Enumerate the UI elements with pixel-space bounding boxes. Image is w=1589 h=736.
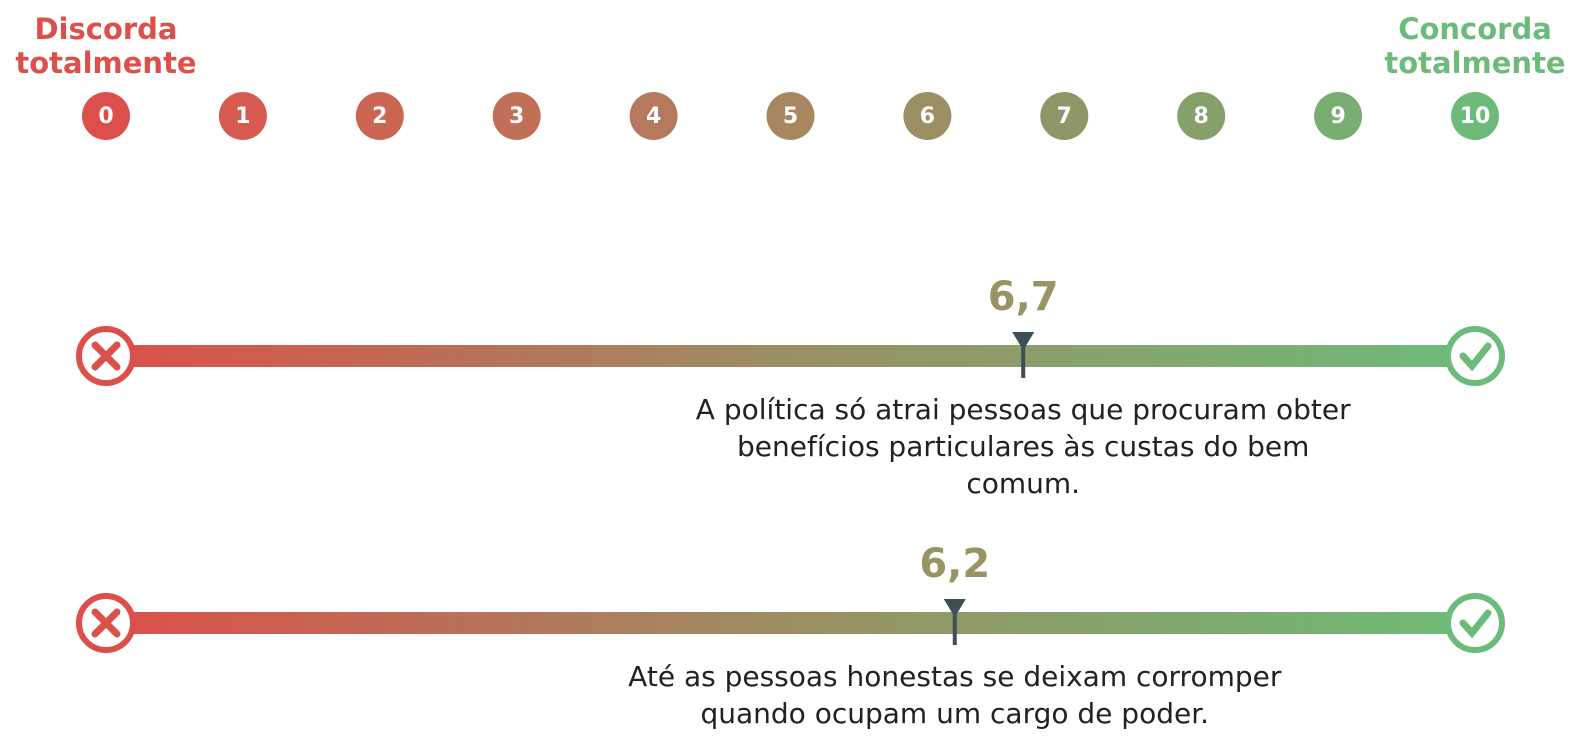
left-label: Discorda totalmente (15, 12, 197, 80)
x-icon (91, 608, 121, 638)
scale-point (1314, 92, 1363, 140)
check-icon (1459, 609, 1492, 639)
scale-bar (106, 345, 1475, 367)
scale-label: 7 (1057, 104, 1072, 129)
scale-point (1451, 92, 1499, 140)
scale-label: 4 (646, 104, 661, 129)
scale-bar (106, 612, 1475, 634)
scale-label: 10 (1460, 104, 1491, 129)
scale-point (766, 92, 815, 140)
scale-label: 3 (509, 104, 524, 129)
statement: Até as pessoas honestas se deixam corrom… (628, 660, 1282, 730)
scale-label: 9 (1330, 104, 1345, 129)
scale-label: 1 (235, 104, 250, 129)
right-label: Concorda totalmente (1384, 12, 1566, 80)
agree-icon (1445, 326, 1505, 386)
statement: A política só atrai pessoas que procuram… (695, 393, 1351, 500)
scale-point (1177, 92, 1226, 140)
value-label: 6,7 (987, 274, 1059, 320)
scale-label: 2 (372, 104, 387, 129)
scale-point (492, 92, 541, 140)
scale-label: 0 (98, 104, 113, 129)
scale-label: 8 (1194, 104, 1209, 129)
scale-point (629, 92, 678, 140)
scale-label: 5 (783, 104, 798, 129)
scale-label: 6 (920, 104, 935, 129)
scale-point (1040, 92, 1089, 140)
x-icon (91, 341, 121, 371)
scale-point (82, 92, 130, 140)
scale-point (903, 92, 952, 140)
value-label: 6,2 (919, 541, 991, 587)
scale-point (355, 92, 404, 140)
scale-point (218, 92, 267, 140)
marker (1012, 332, 1035, 378)
marker (943, 599, 966, 645)
check-icon (1459, 342, 1492, 372)
agree-icon (1445, 593, 1505, 653)
